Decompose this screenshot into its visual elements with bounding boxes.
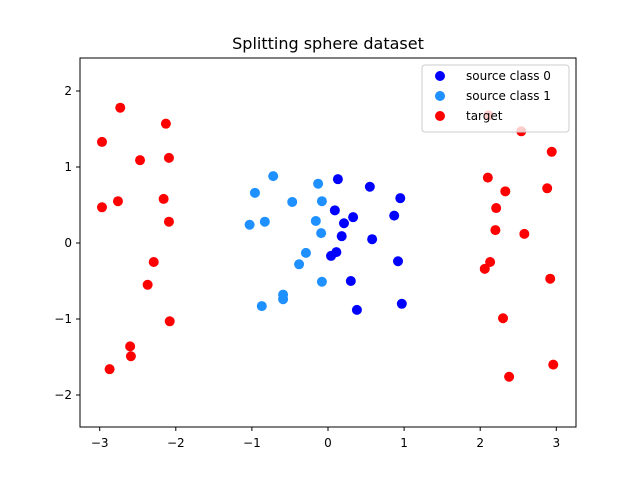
data-point [395,193,406,204]
y-tick-label: 1 [64,160,72,174]
y-axis: −2 −1 0 1 2 [54,84,80,402]
data-point [244,219,255,230]
x-tick-label: −2 [167,436,185,450]
data-point [112,196,123,207]
data-point [164,316,175,327]
x-tick-label: −3 [91,436,109,450]
data-point [336,231,347,242]
y-tick-label: −2 [54,388,72,402]
data-point [294,259,305,270]
data-point [148,257,159,267]
y-tick-label: 2 [64,84,72,98]
legend-box [421,64,570,133]
data-point [367,234,378,245]
data-point [482,172,493,183]
data-point [142,279,153,290]
data-point [519,228,530,239]
data-point [548,359,559,370]
legend-label: source class 1 [466,89,551,103]
x-tick-label: −1 [243,436,261,450]
data-point [491,203,502,214]
plot-points [96,102,559,382]
data-point [316,276,327,287]
data-point [393,256,404,267]
data-point [259,216,270,227]
data-point [316,228,327,239]
legend: source class 0 source class 1 target [421,64,570,133]
data-point [158,193,169,204]
legend-label: target [466,109,503,123]
data-point [163,152,174,163]
data-point [96,202,107,213]
data-point [316,196,327,207]
data-point [545,273,556,284]
data-point [300,247,311,258]
series-target [96,102,559,382]
legend-label: source class 0 [466,69,551,83]
data-point [485,257,496,267]
x-tick-label: 0 [324,436,332,450]
data-point [351,304,362,315]
series-source-class-1 [244,171,327,312]
data-point [364,181,375,192]
x-tick-label: 1 [400,436,408,450]
y-tick-label: −1 [54,312,72,326]
legend-marker [435,71,445,81]
x-tick-label: 3 [552,436,560,450]
data-point [268,171,279,182]
data-point [345,276,356,286]
data-point [278,294,289,305]
data-point [329,205,340,216]
data-point [163,216,174,227]
data-point [542,183,553,194]
x-axis: −3 −2 −1 0 1 2 3 [91,427,560,450]
data-point [96,136,107,147]
data-point [332,174,343,185]
data-point [331,247,342,258]
legend-marker [435,91,445,101]
data-point [125,341,136,352]
data-point [396,298,407,309]
y-tick-label: 0 [64,236,72,250]
data-point [504,371,515,382]
data-point [160,118,171,129]
data-point [479,263,490,274]
x-tick-label: 2 [476,436,484,450]
data-point [135,155,146,166]
data-point [490,225,501,236]
data-point [338,218,349,229]
legend-marker [435,111,445,121]
chart-title: Splitting sphere dataset [232,34,424,53]
data-point [287,196,298,207]
data-point [256,301,267,312]
data-point [104,364,115,375]
data-point [389,210,400,221]
data-point [125,351,136,362]
data-point [546,146,557,157]
data-point [500,186,511,197]
data-point [115,102,126,113]
data-point [249,187,260,198]
data-point [498,313,509,324]
series-source-class-0 [326,174,407,315]
data-point [313,178,324,189]
data-point [348,212,359,223]
data-point [310,215,321,226]
